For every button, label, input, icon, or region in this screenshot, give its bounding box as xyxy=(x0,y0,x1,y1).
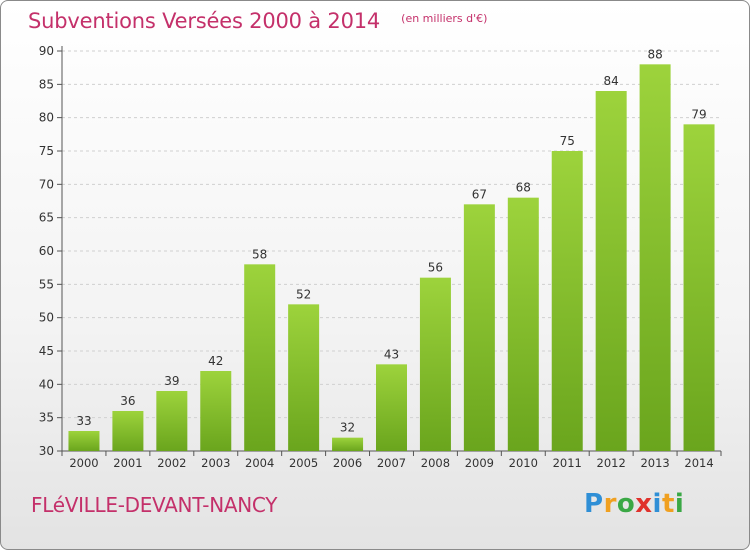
bar-value-label: 68 xyxy=(516,181,531,195)
bar-value-label: 36 xyxy=(120,394,135,408)
y-tick-label: 85 xyxy=(39,77,54,91)
logo-letter: P xyxy=(584,489,604,519)
x-tick-label: 2001 xyxy=(113,456,142,470)
data-labels: 33 36 39 42 58 52 32 43 56 67 68 75 84 88 79 xyxy=(76,47,706,434)
x-tick-label: 2011 xyxy=(553,456,582,470)
bar xyxy=(639,64,671,452)
x-tick-label: 2013 xyxy=(640,456,669,470)
x-tick-label: 2002 xyxy=(157,456,186,470)
y-tick-label: 80 xyxy=(39,111,54,125)
y-tick-label: 35 xyxy=(39,411,54,425)
bar xyxy=(332,437,364,451)
y-tick-label: 70 xyxy=(39,177,54,191)
y-tick-label: 40 xyxy=(39,377,54,391)
bar-value-label: 75 xyxy=(560,134,575,148)
logo-letter: x xyxy=(635,489,653,519)
bar-value-label: 58 xyxy=(252,247,267,261)
chart-header: Subventions Versées 2000 à 2014 (en mill… xyxy=(28,9,487,33)
bars xyxy=(68,64,715,452)
x-tick-label: 2004 xyxy=(245,456,274,470)
logo-letter: t xyxy=(661,489,675,519)
logo-letter: o xyxy=(616,489,636,519)
x-tick-label: 2005 xyxy=(289,456,318,470)
bar xyxy=(507,197,539,451)
y-tick-label: 50 xyxy=(39,311,54,325)
proxiti-logo: Proxiti xyxy=(584,489,684,519)
logo-letter: r xyxy=(603,489,617,519)
x-tick-label: 2009 xyxy=(465,456,494,470)
bar xyxy=(419,277,451,451)
bar-value-label: 84 xyxy=(604,74,619,88)
bar xyxy=(463,204,495,451)
bar xyxy=(244,264,276,451)
bar xyxy=(551,151,583,451)
logo-letter: i xyxy=(674,489,685,519)
bar-value-label: 67 xyxy=(472,187,487,201)
x-tick-label: 2003 xyxy=(201,456,230,470)
bar xyxy=(595,91,627,451)
logo-letter: i xyxy=(652,489,662,519)
x-tick-label: 2006 xyxy=(333,456,362,470)
bar-value-label: 33 xyxy=(76,414,91,428)
bar-value-label: 42 xyxy=(208,354,223,368)
x-tick-label: 2008 xyxy=(421,456,450,470)
y-tick-label: 90 xyxy=(39,44,54,58)
x-tick-label: 2000 xyxy=(69,456,98,470)
x-tick-label: 2010 xyxy=(509,456,538,470)
bar-value-label: 52 xyxy=(296,287,311,301)
bar xyxy=(683,124,715,451)
chart-subtitle: (en milliers d'€) xyxy=(401,12,488,25)
bar xyxy=(112,411,144,451)
bar-value-label: 88 xyxy=(647,47,662,61)
bar-value-label: 79 xyxy=(691,107,706,121)
bar-value-label: 43 xyxy=(384,347,399,361)
y-tick-label: 60 xyxy=(39,244,54,258)
x-tick-label: 2012 xyxy=(597,456,626,470)
bar-value-label: 39 xyxy=(164,374,179,388)
y-tick-label: 75 xyxy=(39,144,54,158)
bar xyxy=(376,364,407,451)
bar xyxy=(200,371,232,451)
y-tick-label: 30 xyxy=(39,444,54,458)
y-tick-label: 55 xyxy=(39,277,54,291)
commune-name: FLéVILLE-DEVANT-NANCY xyxy=(31,493,278,517)
y-tick-label: 45 xyxy=(39,344,54,358)
x-tick-label: 2014 xyxy=(684,456,713,470)
bar xyxy=(288,304,320,451)
chart-title: Subventions Versées 2000 à 2014 xyxy=(28,9,381,33)
bar xyxy=(68,431,100,451)
y-tick-label: 65 xyxy=(39,211,54,225)
bar xyxy=(156,391,188,451)
bar-value-label: 32 xyxy=(340,421,355,435)
x-tick-label: 2007 xyxy=(377,456,406,470)
bar-value-label: 56 xyxy=(428,261,443,275)
